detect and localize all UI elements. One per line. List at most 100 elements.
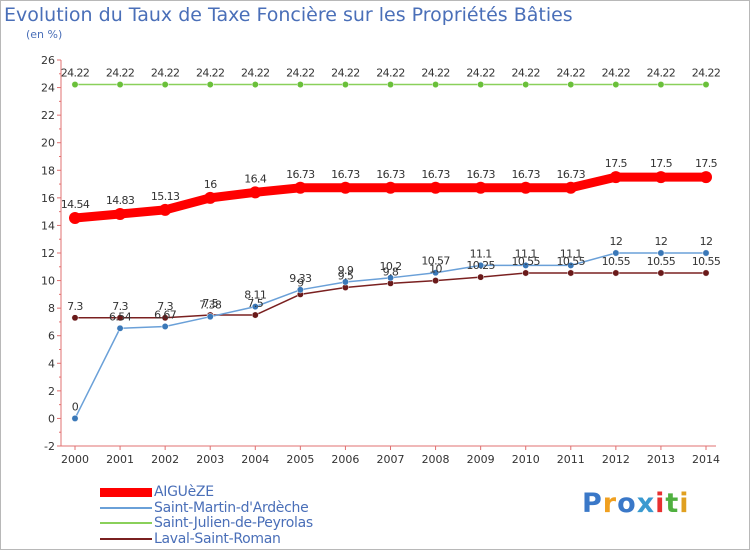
- series-point: [387, 81, 394, 88]
- series-point: [69, 211, 81, 224]
- x-tick-label: 2003: [196, 453, 224, 466]
- logo-letter: P: [582, 488, 603, 519]
- data-label: 10.2: [379, 260, 401, 273]
- series-point: [251, 303, 259, 311]
- data-label: 10: [429, 263, 442, 276]
- proxiti-logo: Proxiti: [582, 488, 690, 519]
- legend-label: AIGUèZE: [154, 484, 214, 500]
- data-label: 9.9: [338, 264, 354, 277]
- series-point: [522, 269, 530, 277]
- data-label: 6.67: [154, 308, 177, 321]
- y-tick-label: 22: [41, 109, 55, 122]
- series-point: [519, 181, 532, 194]
- data-label: 7.3: [157, 300, 173, 313]
- data-label: 16.73: [557, 168, 586, 181]
- series-point: [522, 81, 530, 88]
- series-point: [612, 269, 620, 277]
- data-label: 10.55: [692, 255, 721, 268]
- y-tick-label: 0: [48, 412, 55, 425]
- series-point: [251, 311, 259, 319]
- series-point: [206, 313, 214, 321]
- series-point: [161, 81, 169, 88]
- legend-label: Saint-Martin-d'Ardèche: [154, 500, 309, 516]
- data-label: 11.1: [560, 247, 582, 260]
- series-point: [339, 181, 352, 194]
- series-point: [116, 81, 124, 88]
- series-point: [702, 249, 710, 257]
- series-point: [204, 191, 217, 204]
- data-label: 14.83: [106, 194, 135, 207]
- x-tick-label: 2014: [692, 453, 720, 466]
- series-point: [567, 81, 575, 88]
- data-label: 7.38: [199, 299, 222, 312]
- data-label: 24.22: [557, 67, 586, 80]
- data-label: 10.55: [557, 255, 586, 268]
- data-label: 17.5: [695, 157, 718, 170]
- series-point: [612, 81, 620, 88]
- data-label: 24.22: [421, 67, 450, 80]
- y-tick-label: -2: [44, 440, 55, 453]
- data-label: 11.1: [515, 247, 537, 260]
- data-label: 16: [204, 178, 217, 191]
- data-label: 14.54: [61, 198, 90, 211]
- logo-letter: i: [679, 488, 690, 519]
- data-label: 24.22: [466, 67, 495, 80]
- series-point: [294, 181, 307, 194]
- x-tick-label: 2001: [106, 453, 134, 466]
- series-point: [116, 314, 124, 322]
- x-tick-label: 2004: [241, 453, 269, 466]
- series-point: [654, 171, 667, 184]
- x-tick-label: 2007: [377, 453, 405, 466]
- legend-item: Saint-Julien-de-Peyrolas: [100, 515, 313, 531]
- series-point: [657, 269, 665, 277]
- legend-label: Saint-Julien-de-Peyrolas: [154, 515, 313, 531]
- y-tick-label: 4: [48, 357, 55, 370]
- x-tick-label: 2000: [61, 453, 89, 466]
- data-label: 9: [297, 276, 304, 289]
- data-label: 12: [700, 235, 713, 248]
- series-point: [161, 323, 169, 330]
- data-label: 17.5: [650, 157, 673, 170]
- data-label: 24.22: [511, 67, 540, 80]
- legend-swatch: [100, 538, 152, 540]
- series-point: [249, 186, 262, 199]
- series-point: [429, 181, 442, 194]
- series-point: [700, 171, 712, 184]
- series-point: [564, 181, 577, 194]
- series-point: [206, 81, 214, 88]
- series-point: [432, 81, 440, 88]
- data-label: 24.22: [61, 67, 90, 80]
- series-point: [477, 273, 485, 281]
- x-tick-label: 2006: [331, 453, 359, 466]
- data-label: 24.22: [647, 67, 676, 80]
- x-tick-label: 2009: [467, 453, 495, 466]
- series-point: [702, 269, 710, 277]
- legend-item: AIGUèZE: [100, 484, 214, 500]
- series-point: [341, 81, 349, 88]
- data-label: 16.73: [376, 168, 405, 181]
- x-tick-label: 2011: [557, 453, 585, 466]
- series-point: [609, 171, 622, 184]
- series-point: [114, 207, 127, 220]
- data-label: 24.22: [151, 67, 180, 80]
- series-point: [251, 81, 259, 88]
- data-label: 9.8: [383, 265, 399, 278]
- x-tick-label: 2013: [647, 453, 675, 466]
- series-point: [384, 181, 397, 194]
- data-label: 12: [655, 235, 668, 248]
- data-label: 11.1: [470, 247, 492, 260]
- data-label: 10.55: [647, 255, 676, 268]
- data-label: 16.73: [421, 168, 450, 181]
- series-point: [702, 81, 710, 88]
- legend-swatch: [100, 507, 152, 509]
- series-point: [612, 249, 620, 257]
- data-label: 16.73: [331, 168, 360, 181]
- x-tick-label: 2002: [151, 453, 179, 466]
- chart-title: Evolution du Taux de Taxe Foncière sur l…: [4, 4, 573, 26]
- series-point: [116, 324, 124, 332]
- series-point: [432, 277, 440, 285]
- data-label: 16.4: [244, 172, 267, 185]
- legend-label: Laval-Saint-Roman: [154, 531, 281, 547]
- y-axis-unit-label: (en %): [26, 28, 63, 41]
- y-tick-label: 10: [41, 275, 55, 288]
